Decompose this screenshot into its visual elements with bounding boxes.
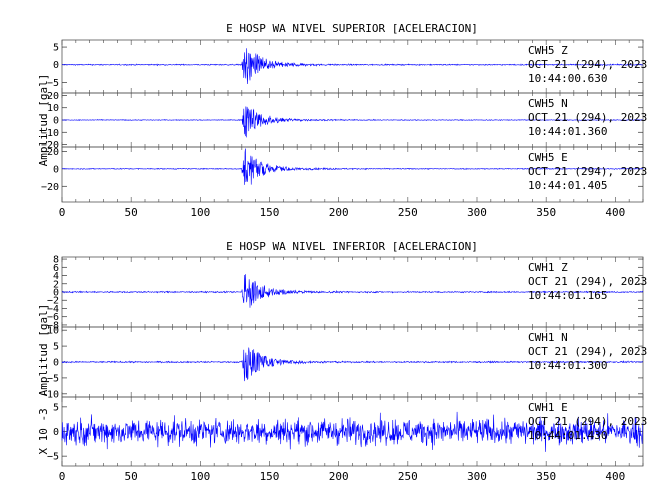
waveform-trace [61,274,644,308]
x-tick-label: 400 [605,470,625,483]
y-tick-label: −10 [41,389,59,400]
y-tick-label: 0 [53,60,59,71]
channel-id-label: CWH5 E [528,151,568,164]
y-tick-label: −5 [47,452,59,463]
x-tick-label: 350 [536,470,556,483]
y-tick-label: −6 [47,312,59,323]
y-tick-label: 20 [47,147,59,158]
y-tick-label: −20 [41,140,59,151]
x-tick-label: 400 [605,206,625,219]
y-tick-label: −20 [41,182,59,193]
y-tick-label: 2 [53,279,59,290]
y-tick-label: −8 [47,320,59,331]
upper-level-ylabel: Amplitud [gal] [37,74,50,167]
channel-id-label: CWH1 Z [528,261,568,274]
x-tick-label: 50 [125,206,138,219]
x-tick-label: 200 [329,206,349,219]
waveform-trace [61,347,644,382]
y-tick-label: 0 [53,116,59,127]
x-tick-label: 50 [125,470,138,483]
channel-date-label: OCT 21 (294), 2023 [528,415,647,428]
x-tick-label: 300 [467,470,487,483]
y-tick-label: −2 [47,296,59,307]
channel-date-label: OCT 21 (294), 2023 [528,275,647,288]
channel-time-label: 10:44:01.165 [528,289,607,302]
lower-level-panel: E HOSP WA NIVEL INFERIOR [ACELERACION] A… [37,240,647,483]
upper-level-panel: E HOSP WA NIVEL SUPERIOR [ACELERACION] A… [37,22,647,219]
y-tick-label: −5 [47,78,59,89]
lower-level-ylabel: Amplitud [gal] [37,304,50,397]
y-tick-label: −5 [47,373,59,384]
y-tick-label: −10 [41,128,59,139]
y-tick-label: 5 [53,402,59,413]
x-tick-label: 200 [329,470,349,483]
y-tick-label: 10 [47,103,59,114]
channel-time-label: 10:44:01.430 [528,429,607,442]
channel-time-label: 10:44:01.405 [528,179,607,192]
channel-id-label: CWH1 E [528,401,568,414]
channel-time-label: 10:44:01.300 [528,359,607,372]
waveform-trace [61,148,644,185]
channel-scale-label: X 10 -3 [37,408,50,454]
y-tick-label: −4 [47,304,59,315]
y-tick-label: 10 [47,326,59,337]
y-tick-label: 0 [53,288,59,299]
upper-level-title: E HOSP WA NIVEL SUPERIOR [ACELERACION] [226,22,478,35]
channel-date-label: OCT 21 (294), 2023 [528,345,647,358]
x-tick-label: 100 [190,206,210,219]
waveform-trace [61,411,644,452]
x-tick-label: 0 [59,470,66,483]
waveform-trace [61,106,644,138]
x-tick-label: 250 [398,206,418,219]
x-tick-label: 150 [260,206,280,219]
x-tick-label: 250 [398,470,418,483]
channel-date-label: OCT 21 (294), 2023 [528,165,647,178]
lower-level-title: E HOSP WA NIVEL INFERIOR [ACELERACION] [226,240,478,253]
y-tick-label: 8 [53,255,59,266]
y-tick-label: 5 [53,43,59,54]
y-tick-label: 5 [53,342,59,353]
channel-date-label: OCT 21 (294), 2023 [528,111,647,124]
channel-id-label: CWH5 N [528,97,568,110]
y-tick-label: 0 [53,164,59,175]
y-tick-label: 20 [47,91,59,102]
y-tick-label: 0 [53,427,59,438]
x-tick-label: 100 [190,470,210,483]
x-tick-label: 0 [59,206,66,219]
channel-time-label: 10:44:01.360 [528,125,607,138]
channel-id-label: CWH5 Z [528,44,568,57]
waveform-trace [61,48,644,84]
x-tick-label: 150 [260,470,280,483]
channel-date-label: OCT 21 (294), 2023 [528,58,647,71]
channel-id-label: CWH1 N [528,331,568,344]
y-tick-label: 4 [53,271,59,282]
y-tick-label: 6 [53,263,59,274]
x-tick-label: 350 [536,206,556,219]
channel-time-label: 10:44:00.630 [528,72,607,85]
y-tick-label: 0 [53,358,59,369]
x-tick-label: 300 [467,206,487,219]
